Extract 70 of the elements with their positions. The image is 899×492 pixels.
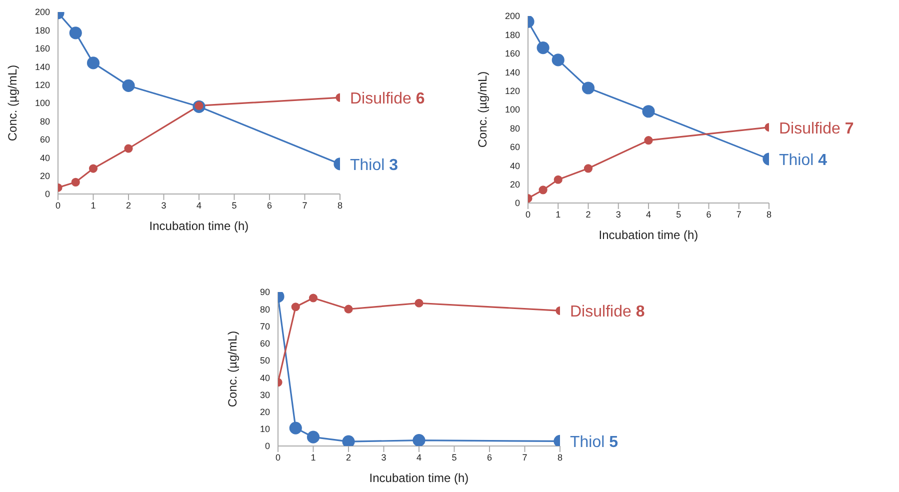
x-tick-label: 1	[310, 452, 316, 462]
x-tick-label: 0	[525, 209, 531, 220]
y-tick-label: 0	[264, 441, 270, 452]
y-tick-label: 100	[504, 104, 520, 115]
x-tick-label: 8	[766, 209, 772, 220]
x-tick-label: 5	[676, 209, 682, 220]
x-tick-label: 4	[196, 200, 202, 210]
y-tick-label: 40	[260, 372, 270, 383]
y-tick-label: 60	[510, 142, 520, 152]
y-tick-label: 20	[260, 406, 270, 417]
x-tick-label: 3	[616, 209, 621, 220]
x-tick-label: 8	[337, 200, 343, 210]
y-tick-label: 20	[40, 170, 50, 181]
y-tick-label: 40	[40, 152, 50, 163]
y-tick-label: 70	[260, 321, 270, 332]
y-tick-label: 60	[40, 134, 50, 145]
y-tick-label: 80	[510, 123, 520, 134]
series-label: Thiol 3	[350, 156, 398, 174]
y-axis-title: Conc. (µg/mL)	[225, 330, 240, 408]
x-tick-label: 6	[706, 209, 712, 220]
y-axis-title: Conc. (µg/mL)	[5, 64, 20, 142]
x-tick-label: 8	[557, 452, 563, 462]
x-tick-label: 3	[161, 200, 166, 210]
y-tick-label: 100	[34, 98, 50, 108]
y-tick-label: 10	[260, 424, 270, 434]
series-label: Disulfide 7	[779, 120, 854, 138]
series-label: Disulfide 6	[350, 90, 425, 108]
x-tick-label: 1	[90, 200, 96, 210]
y-tick-label: 140	[504, 67, 520, 78]
x-tick-label: 0	[55, 200, 61, 210]
y-tick-label: 90	[260, 287, 270, 298]
y-tick-label: 80	[260, 304, 270, 314]
y-tick-label: 80	[40, 116, 50, 126]
x-tick-label: 5	[452, 452, 457, 462]
y-axis-title: Conc. (µg/mL)	[475, 71, 490, 148]
y-tick-label: 40	[510, 160, 520, 171]
x-tick-label: 0	[275, 452, 281, 462]
y-tick-label: 160	[504, 48, 520, 59]
x-tick-label: 4	[646, 209, 652, 220]
y-tick-label: 50	[260, 356, 270, 366]
x-tick-label: 3	[381, 452, 386, 462]
x-axis-title: Incubation time (h)	[598, 228, 698, 242]
x-tick-label: 6	[486, 452, 492, 462]
x-tick-label: 4	[416, 452, 422, 462]
x-tick-label: 2	[346, 452, 352, 462]
x-axis-title: Incubation time (h)	[369, 471, 469, 485]
x-tick-label: 7	[736, 209, 742, 220]
series-label: Thiol 4	[779, 152, 828, 170]
x-tick-label: 6	[266, 200, 272, 210]
y-tick-label: 0	[44, 189, 50, 200]
x-tick-label: 5	[232, 200, 237, 210]
y-tick-label: 60	[260, 338, 270, 349]
y-tick-label: 140	[34, 62, 50, 72]
series-label: Disulfide 8	[570, 304, 645, 321]
y-tick-label: 120	[34, 80, 50, 90]
y-tick-label: 200	[504, 11, 520, 22]
y-tick-label: 20	[510, 179, 520, 190]
x-tick-label: 7	[522, 452, 528, 462]
x-tick-label: 1	[556, 209, 561, 220]
x-tick-label: 2	[586, 209, 591, 220]
y-tick-label: 180	[34, 25, 50, 36]
y-tick-label: 120	[504, 86, 520, 96]
x-axis-title: Incubation time (h)	[149, 219, 249, 233]
series-label: Thiol 5	[570, 434, 618, 452]
y-tick-label: 200	[34, 7, 50, 18]
x-tick-label: 7	[302, 200, 308, 210]
y-tick-label: 160	[34, 44, 50, 54]
y-tick-label: 180	[504, 30, 520, 40]
x-tick-label: 2	[126, 200, 132, 210]
y-tick-label: 30	[260, 390, 270, 400]
